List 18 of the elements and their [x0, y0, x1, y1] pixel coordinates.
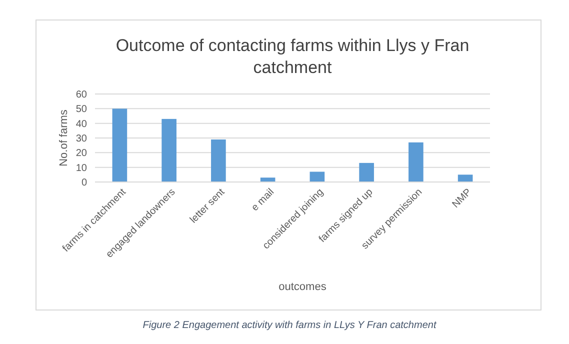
y-tick-label: 30: [76, 134, 88, 144]
y-tick-label: 40: [76, 118, 88, 130]
chart-title: Outcome of contacting farms within Llys y Fran catchment: [116, 36, 470, 77]
bar: [359, 162, 374, 182]
bar: [211, 139, 226, 182]
bar: [310, 172, 325, 182]
y-tick-label: 50: [76, 104, 88, 116]
y-axis-title: No.of farms: [58, 109, 70, 166]
y-tick-label: 10: [76, 162, 88, 174]
bar: [112, 108, 128, 182]
bar: [458, 174, 473, 182]
y-tick-label: 60: [76, 90, 88, 100]
caption: Figure 2 Engagement activity with farms in LLys Y Fran catchment: [142, 320, 438, 331]
bar: [162, 118, 176, 182]
y-tick-label: 0: [81, 178, 88, 188]
x-axis-title: outcomes: [278, 281, 327, 293]
y-tick-label: 20: [76, 148, 88, 160]
bar: [408, 142, 424, 182]
